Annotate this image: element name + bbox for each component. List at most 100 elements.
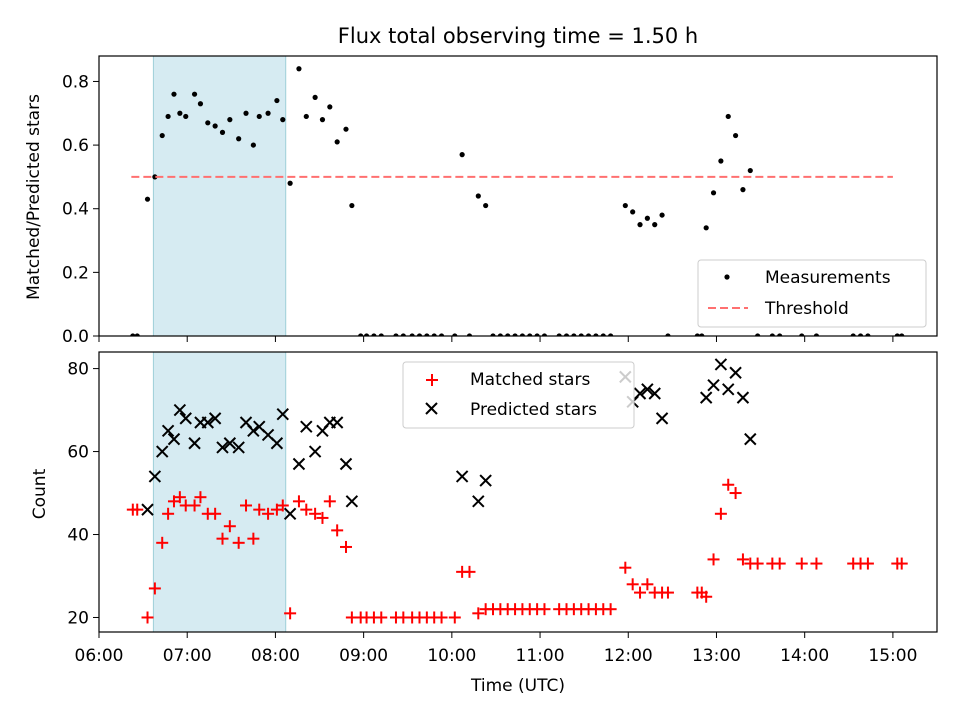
bottom-series-1-point-16-b	[253, 420, 266, 433]
bottom-y-tick-label-3: 80	[67, 360, 89, 380]
bottom-series-1-point-2-b	[156, 445, 169, 458]
bottom-series-1-point-15	[247, 424, 260, 438]
top-series-0-point-38	[416, 333, 423, 336]
bottom-series-1-point-23	[308, 445, 322, 458]
top-series-0-point-0	[130, 333, 136, 336]
bottom-series-0-point-5	[162, 507, 175, 520]
bottom-series-1-point-0	[141, 503, 154, 516]
top-series-0-point-5	[165, 113, 171, 120]
bottom-series-1-point-19	[276, 408, 289, 421]
bottom-series-1-point-41	[722, 383, 735, 396]
x-tick-label-5: 11:00	[516, 646, 565, 666]
top-series-0-point-11	[205, 120, 211, 126]
bottom-series-1-point-1	[148, 470, 162, 483]
top-series-0-point-63	[622, 202, 628, 209]
bottom-series-1-point-29	[455, 470, 469, 483]
top-series-0-point-53	[534, 333, 540, 336]
bottom-series-1-point-42-b	[729, 366, 742, 379]
x-tick-label-1: 07:00	[163, 646, 212, 666]
bottom-series-1-point-20	[283, 507, 297, 520]
bottom-series-1-point-44-b	[744, 432, 757, 446]
bottom-series-1-point-22	[300, 420, 313, 433]
top-series-0-point-88	[899, 333, 905, 336]
bottom-series-1-point-28	[345, 495, 359, 508]
bottom-series-1-point-18-b	[270, 437, 284, 450]
bottom-series-0-point-41	[435, 611, 448, 624]
top-series-0-point-74	[718, 158, 724, 164]
bottom-series-0-point-4	[156, 536, 169, 549]
bottom-series-0-point-86	[861, 557, 874, 570]
bottom-series-1-point-30	[472, 495, 485, 508]
bottom-series-0-point-2	[141, 611, 154, 624]
bottom-series-1-point-5-b	[173, 403, 187, 417]
top-series-0-point-49	[505, 333, 511, 336]
bottom-series-1-point-0-b	[141, 503, 154, 516]
top-series-0-point-78	[747, 167, 753, 174]
bottom-plot-area	[126, 358, 908, 624]
bottom-series-1-point-6	[179, 412, 192, 425]
bottom-series-0-point-25	[309, 507, 322, 520]
top-legend: Measurements Threshold	[697, 259, 927, 328]
top-series-0-point-62	[608, 333, 614, 336]
bottom-series-0-point-7	[173, 491, 186, 504]
bottom-series-1-point-20-b	[283, 507, 297, 520]
bottom-series-1-point-4	[167, 432, 181, 446]
bottom-series-1-point-1-b	[148, 470, 162, 483]
bottom-series-0-point-13	[216, 532, 229, 545]
top-series-0-point-12	[212, 123, 218, 129]
bottom-axes-frame	[98, 351, 938, 633]
bottom-series-0-point-21	[276, 499, 289, 512]
top-series-0-point-23	[296, 66, 302, 72]
bottom-y-tick-label-2: 60	[67, 443, 89, 463]
top-series-0-point-17	[250, 142, 256, 148]
top-series-0-point-67	[652, 222, 658, 228]
bottom-series-0-point-66	[641, 578, 654, 591]
bottom-series-1-point-31	[479, 474, 492, 487]
bottom-series-1-point-5	[173, 403, 187, 417]
top-series-0-point-39	[424, 333, 430, 336]
bottom-series-1-point-29-b	[455, 470, 469, 483]
bottom-series-0-point-69	[661, 586, 674, 599]
top-series-0-point-9	[191, 91, 198, 97]
bottom-series-0-point-45	[472, 607, 485, 620]
top-series-0-point-82	[799, 333, 805, 336]
bottom-series-0-point-3	[148, 582, 161, 595]
top-series-0-point-77	[740, 187, 746, 193]
top-series-0-point-36	[400, 333, 406, 336]
bottom-series-0-point-65	[634, 586, 647, 599]
top-series-0-point-8	[183, 113, 189, 120]
bottom-series-0-point-62	[604, 603, 617, 616]
top-series-0-point-21	[280, 117, 286, 123]
bottom-series-1-point-21-b	[292, 457, 306, 471]
legend-measurements-marker	[724, 274, 730, 280]
bottom-series-1-point-7-b	[188, 437, 201, 450]
bottom-series-0-point-83	[810, 557, 823, 570]
top-series-0-point-7	[177, 110, 183, 116]
bottom-series-0-point-19	[262, 507, 275, 520]
top-series-0-point-65	[637, 222, 643, 228]
bottom-series-0-point-88	[895, 557, 908, 570]
top-axes-frame	[98, 55, 938, 337]
top-series-0-point-73	[710, 190, 717, 196]
x-tick-label-7: 13:00	[692, 646, 741, 666]
bottom-series-1-point-12	[223, 437, 237, 450]
bottom-series-1-point-30-b	[472, 495, 485, 508]
bottom-series-1-point-26	[330, 416, 344, 429]
bottom-series-1-point-37	[655, 412, 669, 425]
bottom-series-1-point-38-b	[699, 391, 713, 404]
x-tick-label-4: 10:00	[427, 646, 476, 666]
legend-predicted-label: Predicted stars	[470, 400, 597, 420]
bottom-series-1-point-26-b	[330, 416, 344, 429]
bottom-series-0-point-42	[448, 611, 461, 624]
bottom-series-0-point-73	[707, 553, 720, 566]
top-series-0-point-86	[865, 333, 871, 336]
top-series-0-point-47	[490, 333, 496, 336]
top-series-0-point-59	[585, 333, 592, 336]
top-series-0-point-4	[159, 132, 165, 139]
legend-threshold-label: Threshold	[764, 299, 849, 319]
bottom-series-1-point-9-b	[201, 416, 215, 429]
top-legend-frame	[697, 259, 927, 328]
top-y-tick-label-1: 0.2	[62, 263, 89, 283]
top-series-0-point-6	[171, 91, 177, 97]
